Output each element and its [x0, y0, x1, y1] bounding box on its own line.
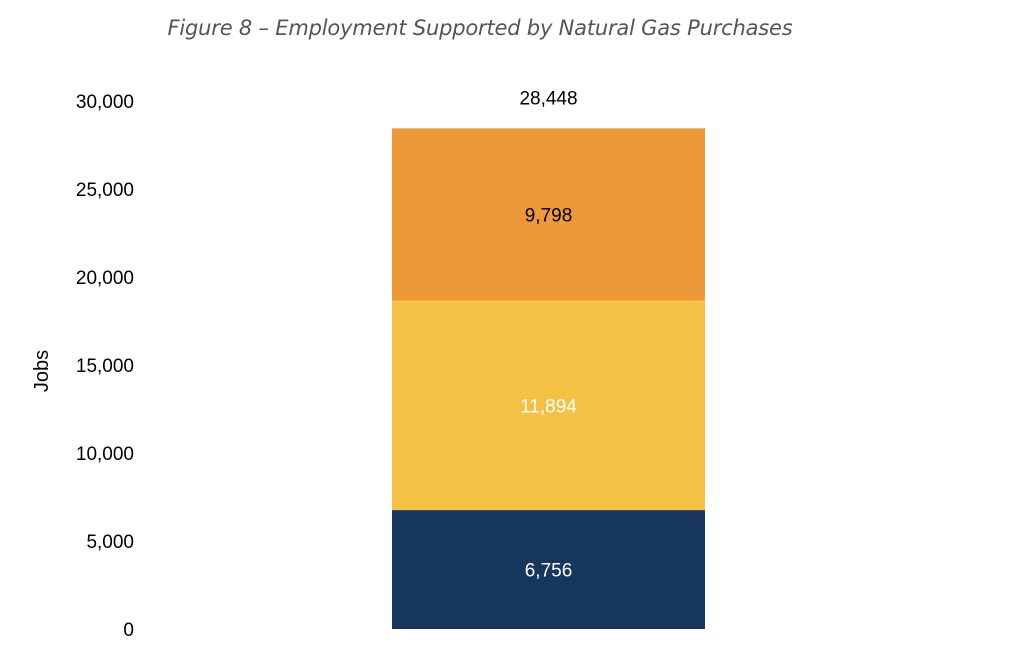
segment-data-label: 6,756: [525, 561, 573, 582]
bar-segment-3: [392, 128, 705, 301]
bar-segment-2: [392, 300, 705, 511]
y-tick-label: 20,000: [76, 268, 134, 289]
total-data-label: 28,448: [519, 88, 577, 109]
segment-data-label: 9,798: [525, 206, 573, 227]
y-tick-label: 25,000: [76, 180, 134, 201]
bar-segment-1: [392, 510, 705, 629]
segment-data-label: 11,894: [520, 396, 577, 417]
y-axis-title: Jobs: [31, 350, 53, 392]
y-tick-label: 10,000: [76, 444, 134, 465]
y-tick-label: 5,000: [86, 532, 134, 553]
chart-title: Figure 8 – Employment Supported by Natur…: [167, 16, 793, 40]
y-tick-label: 30,000: [76, 92, 134, 113]
y-tick-label: 15,000: [76, 356, 134, 377]
y-tick-label: 0: [123, 620, 134, 641]
